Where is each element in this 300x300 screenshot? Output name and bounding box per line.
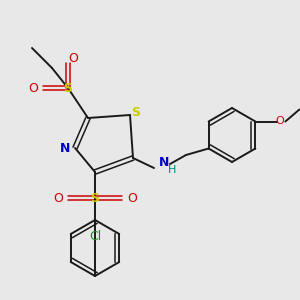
Text: N: N bbox=[60, 142, 70, 154]
Text: S: S bbox=[91, 191, 100, 205]
Text: O: O bbox=[53, 191, 63, 205]
Text: S: S bbox=[131, 106, 140, 118]
Text: O: O bbox=[127, 191, 137, 205]
Text: O: O bbox=[28, 82, 38, 94]
Text: O: O bbox=[68, 52, 78, 64]
Text: Cl: Cl bbox=[89, 230, 101, 242]
Text: H: H bbox=[168, 165, 176, 175]
Text: S: S bbox=[64, 82, 73, 94]
Text: N: N bbox=[159, 155, 169, 169]
Text: O: O bbox=[275, 116, 284, 125]
